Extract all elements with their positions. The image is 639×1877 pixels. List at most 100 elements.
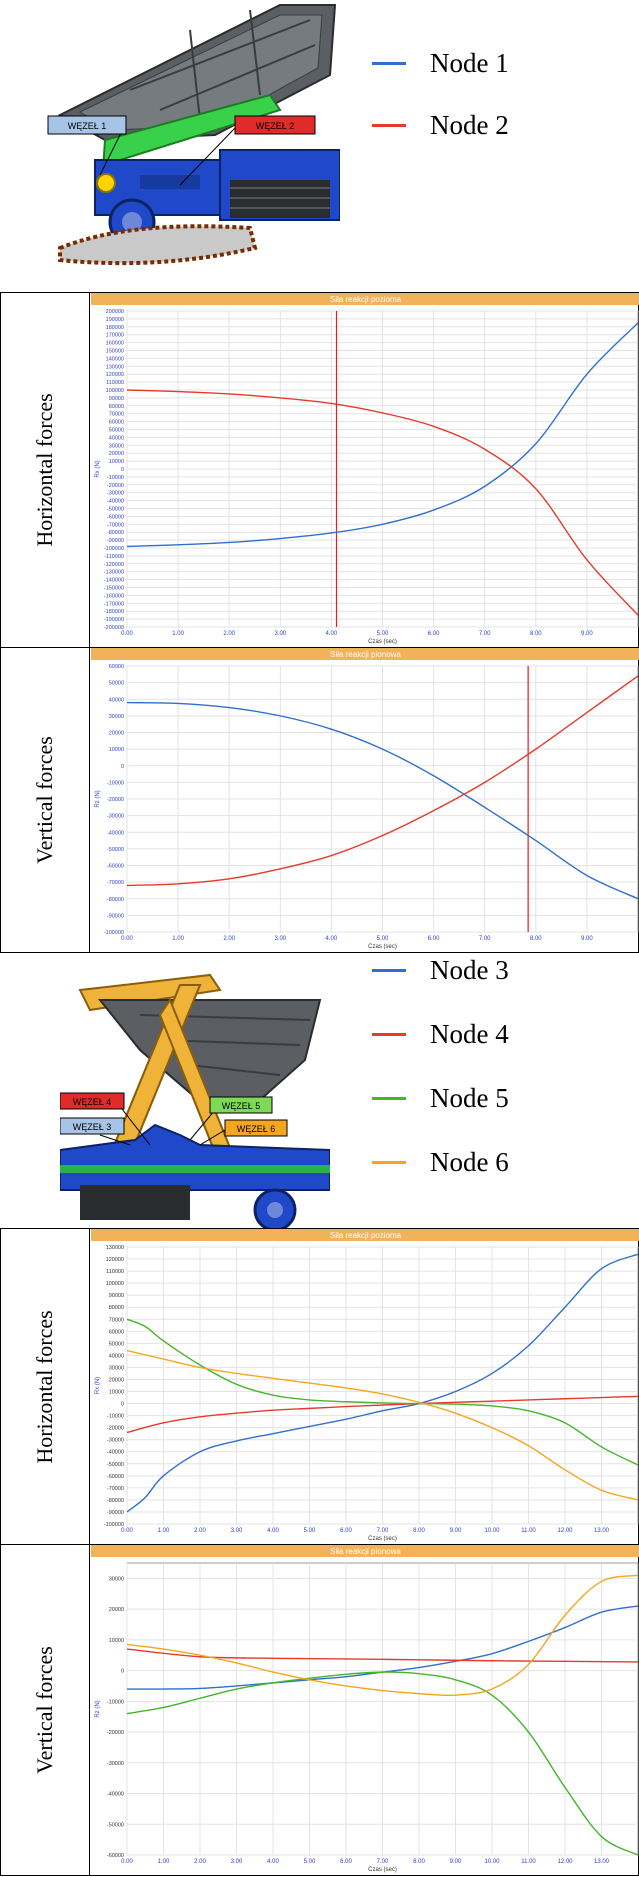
wezel-6-tag bbox=[224, 1119, 288, 1137]
series-line-4 bbox=[126, 1574, 639, 1697]
x-axis-label: Czas (sec) bbox=[368, 1536, 397, 1542]
y-tick-label: -60000 bbox=[107, 1853, 124, 1859]
y-tick-label: -180000 bbox=[104, 609, 124, 615]
legend-label: Node 4 bbox=[430, 1019, 509, 1049]
row-label: Vertical forces bbox=[1, 648, 90, 952]
x-tick-label: 9.00 bbox=[450, 1859, 462, 1865]
legend-swatch bbox=[372, 1161, 406, 1164]
y-tick-label: 60000 bbox=[109, 420, 124, 426]
y-tick-label: 10000 bbox=[109, 1390, 124, 1396]
series-line-2 bbox=[126, 1395, 639, 1434]
y-tick-label: 90000 bbox=[109, 1293, 124, 1299]
wezel-4-tag bbox=[60, 1092, 125, 1110]
legend-swatch bbox=[372, 62, 406, 65]
row-label: Horizontal forces bbox=[1, 1229, 90, 1544]
y-tick-label: -20000 bbox=[107, 1426, 124, 1432]
y-tick-label: -140000 bbox=[104, 578, 124, 584]
legend-swatch bbox=[372, 1097, 406, 1100]
y-tick-label: -10000 bbox=[107, 1414, 124, 1420]
x-tick-label: 4.00 bbox=[267, 1859, 279, 1865]
y-tick-label: 40000 bbox=[109, 435, 124, 441]
chart-title-bar bbox=[91, 1229, 639, 1241]
wezel-3-label: WĘZEŁ 3 bbox=[73, 1122, 112, 1132]
panel-vertical-forces-1: Vertical forces Siła reakcji pionowa -100… bbox=[0, 647, 639, 953]
y-tick-label: 10000 bbox=[109, 459, 124, 465]
y-tick-label: -100000 bbox=[104, 546, 124, 552]
y-tick-label: 50000 bbox=[109, 681, 124, 687]
chart-p1: Siła reakcji pozioma -200000 -190000 -18000… bbox=[91, 293, 639, 647]
y-tick-label: 20000 bbox=[109, 1377, 124, 1383]
y-tick-label: 50000 bbox=[109, 428, 124, 434]
y-tick-label: 30000 bbox=[109, 1365, 124, 1371]
y-tick-label: -90000 bbox=[107, 1510, 124, 1516]
x-tick-label: 10.00 bbox=[484, 1859, 500, 1865]
x-tick-label: 6.00 bbox=[428, 936, 440, 942]
chart-p4: Siła reakcji pionowa -60000 -50000 -40000 -3… bbox=[91, 1545, 639, 1875]
legend-label: Node 1 bbox=[430, 48, 509, 78]
series-line-3 bbox=[126, 1671, 639, 1856]
y-tick-label: -60000 bbox=[107, 864, 124, 870]
legend-item-node-5: Node 5 bbox=[372, 1083, 639, 1113]
x-tick-label: 1.00 bbox=[172, 936, 184, 942]
y-tick-label: -20000 bbox=[107, 797, 124, 803]
x-tick-label: 3.00 bbox=[231, 1859, 243, 1865]
y-tick-label: -50000 bbox=[107, 847, 124, 853]
top-figure: WĘZEŁ 1 WĘZEŁ 2 Node 1 Node 2 bbox=[0, 0, 639, 290]
y-tick-label: -50000 bbox=[107, 507, 124, 513]
x-tick-label: 13.00 bbox=[594, 1528, 610, 1534]
x-tick-label: 4.00 bbox=[326, 936, 338, 942]
y-tick-label: 30000 bbox=[109, 443, 124, 449]
y-tick-label: 100000 bbox=[106, 1281, 124, 1287]
y-tick-label: -30000 bbox=[107, 491, 124, 497]
y-tick-label: -90000 bbox=[107, 913, 124, 919]
legend-label: Node 6 bbox=[430, 1147, 509, 1177]
series-line-1 bbox=[126, 322, 639, 548]
legend-top: Node 1 Node 2 bbox=[372, 40, 632, 150]
x-tick-label: 11.00 bbox=[521, 1528, 536, 1534]
y-tick-label: -40000 bbox=[107, 499, 124, 505]
panel-horizontal-forces-1: Horizontal forces Siła reakcji pozioma -2… bbox=[0, 292, 639, 648]
x-tick-label: 0.00 bbox=[121, 1859, 133, 1865]
x-tick-label: 1.00 bbox=[172, 631, 184, 637]
x-tick-label: 10.00 bbox=[484, 1528, 500, 1534]
panel-horizontal-forces-2: Horizontal forces Siła reakcji pozioma -1… bbox=[0, 1228, 639, 1545]
legend-item-node-3: Node 3 bbox=[372, 955, 639, 985]
panel-vertical-forces-2: Vertical forces Siła reakcji pionowa -600… bbox=[0, 1544, 639, 1876]
y-tick-label: 40000 bbox=[109, 697, 124, 703]
x-tick-label: 7.00 bbox=[377, 1528, 389, 1534]
x-tick-label: 5.00 bbox=[304, 1528, 316, 1534]
y-tick-label: 40000 bbox=[109, 1353, 124, 1359]
y-tick-label: 80000 bbox=[109, 404, 124, 410]
series-line-1 bbox=[126, 1253, 639, 1513]
y-tick-label: 90000 bbox=[109, 396, 124, 402]
x-tick-label: 12.00 bbox=[557, 1859, 573, 1865]
x-tick-label: 6.00 bbox=[340, 1528, 352, 1534]
x-tick-label: 3.00 bbox=[274, 631, 286, 637]
chart-title-bar bbox=[91, 293, 639, 305]
chart-p2: Siła reakcji pionowa -100000 -90000 -80000-… bbox=[91, 648, 639, 952]
row-label: Vertical forces bbox=[1, 1545, 90, 1875]
y-tick-label: 30000 bbox=[109, 714, 124, 720]
x-tick-label: 9.00 bbox=[581, 936, 593, 942]
x-tick-label: 2.00 bbox=[194, 1528, 206, 1534]
wezel-5-tag bbox=[209, 1096, 273, 1114]
wezel-4-label: WĘZEŁ 4 bbox=[73, 1097, 112, 1107]
y-tick-label: -50000 bbox=[107, 1822, 124, 1828]
row-label: Horizontal forces bbox=[1, 293, 90, 647]
y-tick-label: 120000 bbox=[106, 372, 124, 378]
y-tick-label: -70000 bbox=[107, 1486, 124, 1492]
x-tick-label: 2.00 bbox=[194, 1859, 206, 1865]
y-tick-label: 180000 bbox=[106, 325, 124, 331]
chart-p3: Siła reakcji pozioma -100000 -90000 -80000-… bbox=[91, 1229, 639, 1544]
y-tick-label: -80000 bbox=[107, 530, 124, 536]
chart-title: Siła reakcji pozioma bbox=[330, 1231, 402, 1240]
y-axis-label: Rx (N) bbox=[95, 460, 101, 477]
y-axis-label: Rz (N) bbox=[95, 790, 101, 807]
machine-illustration-2: WĘZEŁ 4 WĘZEŁ 3 WĘZEŁ 5 WĘZEŁ 6 bbox=[60, 973, 330, 1230]
y-tick-label: 20000 bbox=[109, 1607, 124, 1613]
y-tick-label: -100000 bbox=[104, 1522, 124, 1528]
x-tick-label: 8.00 bbox=[413, 1528, 425, 1534]
y-tick-label: 130000 bbox=[106, 364, 124, 370]
x-tick-label: 7.00 bbox=[479, 936, 491, 942]
y-tick-label: 130000 bbox=[106, 1245, 124, 1251]
